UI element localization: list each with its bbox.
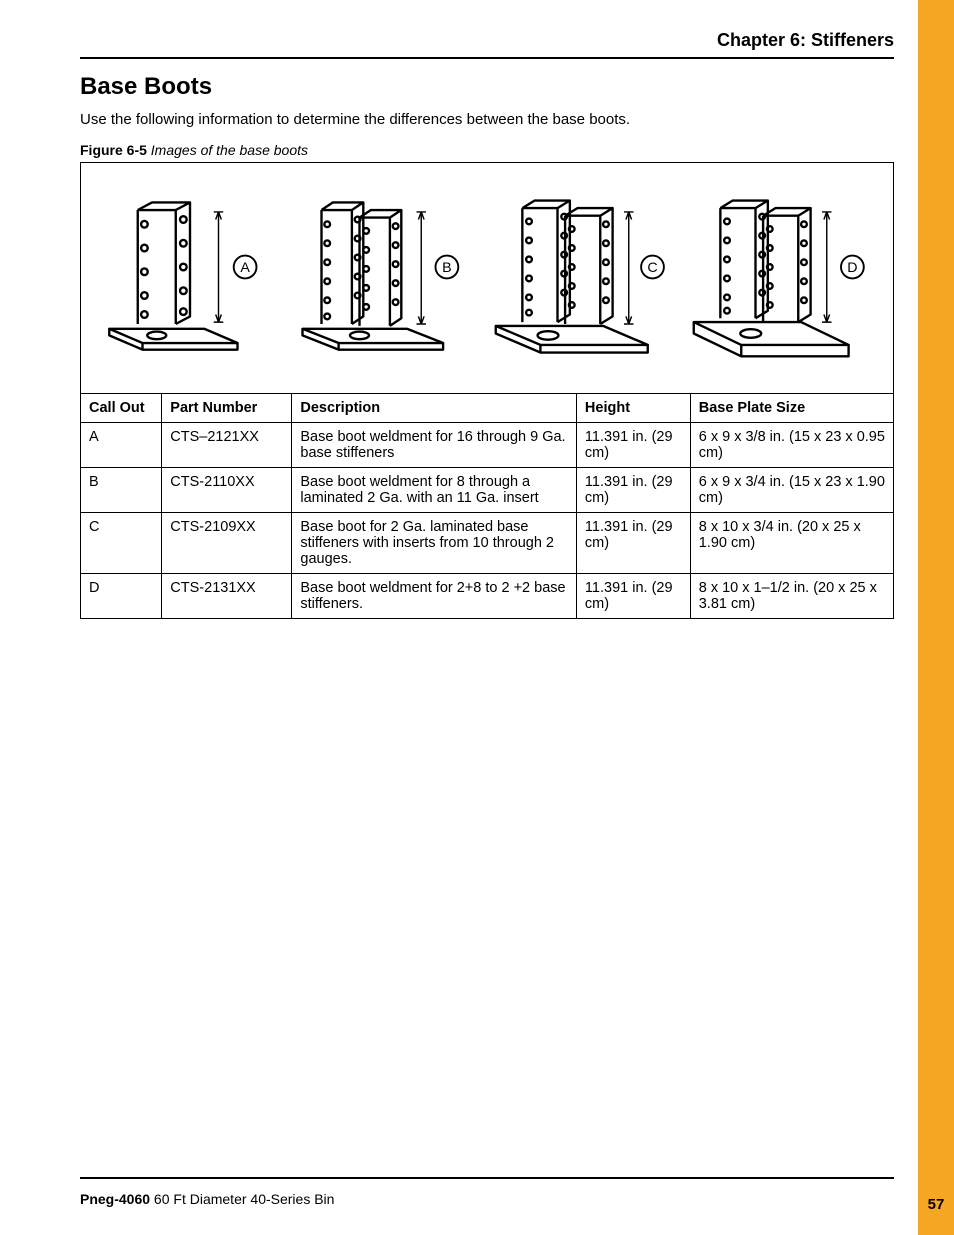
cell-part: CTS–2121XX: [162, 423, 292, 468]
accent-bar: [918, 0, 954, 1235]
figure-text: Images of the base boots: [151, 142, 308, 158]
cell-desc: Base boot weldment for 2+8 to 2 +2 base …: [292, 574, 577, 619]
boot-d: D: [689, 181, 879, 371]
cell-base: 8 x 10 x 3/4 in. (20 x 25 x 1.90 cm): [690, 513, 893, 574]
cell-desc: Base boot weldment for 8 through a lamin…: [292, 468, 577, 513]
cell-part: CTS-2110XX: [162, 468, 292, 513]
table-row: B CTS-2110XX Base boot weldment for 8 th…: [81, 468, 894, 513]
footer-doc: Pneg-4060 60 Ft Diameter 40-Series Bin: [80, 1191, 334, 1207]
cell-desc: Base boot for 2 Ga. laminated base stiff…: [292, 513, 577, 574]
cell-height: 11.391 in. (29 cm): [576, 513, 690, 574]
figure-label: Figure 6-5: [80, 142, 147, 158]
table-header-row: Call Out Part Number Description Height …: [81, 394, 894, 423]
table-row: A CTS–2121XX Base boot weldment for 16 t…: [81, 423, 894, 468]
cell-height: 11.391 in. (29 cm): [576, 423, 690, 468]
table-row: C CTS-2109XX Base boot for 2 Ga. laminat…: [81, 513, 894, 574]
table-row: D CTS-2131XX Base boot weldment for 2+8 …: [81, 574, 894, 619]
figure-caption: Figure 6-5 Images of the base boots: [80, 142, 894, 158]
cell-callout: A: [81, 423, 162, 468]
cell-part: CTS-2131XX: [162, 574, 292, 619]
boot-c: C: [491, 181, 681, 371]
boot-label-b: B: [442, 259, 452, 275]
cell-part: CTS-2109XX: [162, 513, 292, 574]
cell-callout: B: [81, 468, 162, 513]
chapter-header: Chapter 6: Stiffeners: [80, 30, 894, 59]
th-height: Height: [576, 394, 690, 423]
section-title: Base Boots: [80, 73, 894, 101]
cell-callout: D: [81, 574, 162, 619]
cell-base: 6 x 9 x 3/4 in. (15 x 23 x 1.90 cm): [690, 468, 893, 513]
section-intro: Use the following information to determi…: [80, 111, 894, 128]
boots-row: A: [91, 181, 883, 371]
boot-a: A: [95, 181, 285, 371]
page-footer: Pneg-4060 60 Ft Diameter 40-Series Bin: [80, 1177, 894, 1207]
th-base: Base Plate Size: [690, 394, 893, 423]
cell-height: 11.391 in. (29 cm): [576, 574, 690, 619]
th-desc: Description: [292, 394, 577, 423]
cell-callout: C: [81, 513, 162, 574]
footer-doc-title: 60 Ft Diameter 40-Series Bin: [150, 1191, 334, 1207]
boot-label-c: C: [647, 259, 657, 275]
cell-base: 6 x 9 x 3/8 in. (15 x 23 x 0.95 cm): [690, 423, 893, 468]
cell-height: 11.391 in. (29 cm): [576, 468, 690, 513]
footer-doc-code: Pneg-4060: [80, 1191, 150, 1207]
boots-table: Call Out Part Number Description Height …: [80, 393, 894, 619]
boot-label-a: A: [240, 259, 250, 275]
cell-desc: Base boot weldment for 16 through 9 Ga. …: [292, 423, 577, 468]
boot-label-d: D: [847, 259, 857, 275]
boot-b: B: [293, 181, 483, 371]
th-callout: Call Out: [81, 394, 162, 423]
page-number: 57: [918, 1196, 954, 1213]
cell-base: 8 x 10 x 1–1/2 in. (20 x 25 x 3.81 cm): [690, 574, 893, 619]
page-content: Chapter 6: Stiffeners Base Boots Use the…: [0, 0, 954, 619]
figure-box: A: [80, 162, 894, 393]
th-part: Part Number: [162, 394, 292, 423]
